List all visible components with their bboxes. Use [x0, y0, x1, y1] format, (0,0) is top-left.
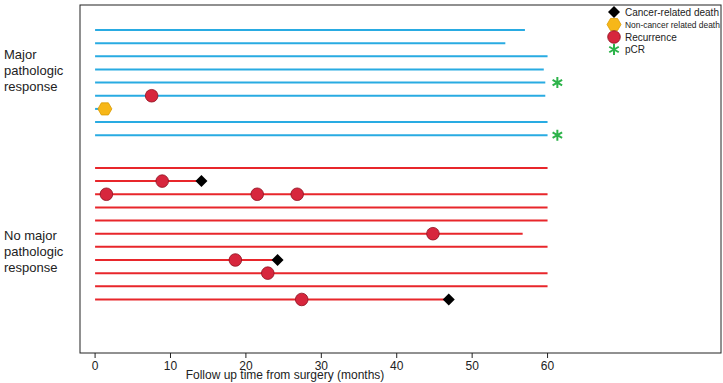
group-label: response — [4, 260, 57, 275]
legend-label: Cancer-related death — [625, 7, 719, 18]
event-circle — [145, 89, 158, 102]
x-tick-label: 60 — [541, 359, 555, 373]
legend-marker — [609, 44, 619, 55]
x-tick — [396, 353, 397, 358]
event-circle — [251, 188, 264, 201]
event-hexagon — [98, 103, 112, 115]
event-circle — [261, 267, 274, 280]
chart: 0102030405060Follow up time from surgery… — [0, 0, 723, 383]
x-tick — [472, 353, 473, 358]
event-diamond — [195, 175, 207, 187]
swim-lane — [95, 233, 523, 235]
event-circle — [229, 254, 242, 267]
event-circle — [156, 175, 169, 188]
event-circle — [291, 188, 304, 201]
x-tick — [245, 353, 246, 358]
swim-lane — [95, 134, 547, 136]
event-circle — [295, 293, 308, 306]
swim-lane — [95, 259, 277, 261]
legend-marker — [608, 31, 621, 44]
event-asterisk — [553, 77, 563, 88]
x-axis-label: Follow up time from surgery (months) — [186, 368, 385, 382]
swim-lane — [95, 246, 547, 248]
swim-lane — [95, 272, 547, 274]
group-label: Major — [4, 47, 37, 62]
group-label: No major — [4, 228, 57, 243]
plot-frame — [80, 5, 721, 353]
legend-marker — [607, 18, 621, 30]
swim-lane — [95, 82, 545, 84]
swim-lane — [95, 206, 547, 208]
x-tick-label: 40 — [390, 359, 404, 373]
event-asterisk — [553, 130, 563, 141]
legend-label: pCR — [625, 44, 645, 55]
event-diamond — [443, 293, 455, 305]
marks — [95, 30, 562, 306]
x-tick — [95, 353, 96, 358]
legend-label: Non-cancer related death — [625, 20, 720, 30]
x-tick-label: 0 — [92, 359, 99, 373]
swim-lane — [95, 180, 201, 182]
swim-lane — [95, 42, 505, 44]
x-tick — [547, 353, 548, 358]
swim-lane — [95, 220, 547, 222]
swim-lane — [95, 298, 449, 300]
group-label: pathologic — [4, 63, 64, 78]
swim-lane — [95, 193, 547, 195]
event-circle — [100, 188, 113, 201]
swim-lane — [95, 167, 547, 169]
swim-lane — [95, 121, 547, 123]
swim-lane — [95, 285, 547, 287]
x-tick-label: 50 — [465, 359, 479, 373]
legend-label: Recurrence — [625, 32, 677, 43]
swim-lane — [95, 95, 545, 97]
legend-marker — [608, 6, 620, 18]
x-tick-label: 10 — [164, 359, 178, 373]
event-circle — [427, 227, 440, 240]
group-label: response — [4, 79, 57, 94]
swim-lane — [95, 29, 525, 31]
x-tick — [170, 353, 171, 358]
event-diamond — [272, 254, 284, 266]
swim-lane — [95, 68, 544, 70]
group-label: pathologic — [4, 244, 64, 259]
x-tick — [321, 353, 322, 358]
swim-lane — [95, 55, 547, 57]
